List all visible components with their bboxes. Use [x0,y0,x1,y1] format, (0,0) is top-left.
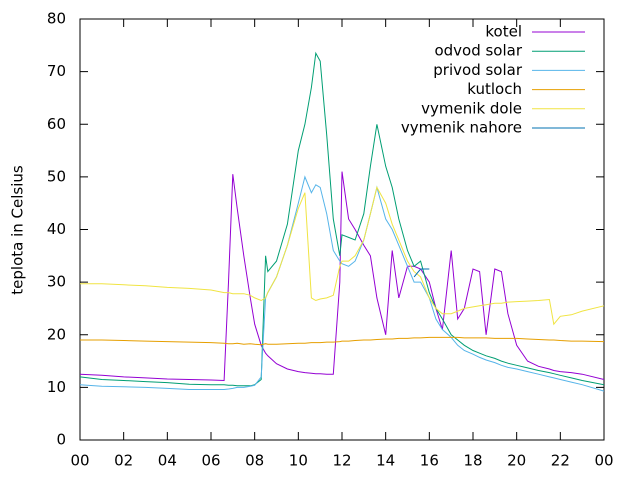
series-line [79,171,605,382]
series-line [80,186,605,326]
x-tick-label: 22 [551,452,570,470]
legend-label: kutloch [467,80,522,98]
series-line [79,175,605,392]
x-tick-label: 18 [463,452,482,470]
x-tick-label: 04 [158,452,177,470]
legend-label: kotel [485,23,522,41]
x-tick-label: 06 [201,452,220,470]
x-tick-label: 08 [245,452,264,470]
y-tick-label: 50 [47,167,66,185]
series-line [80,336,605,346]
legend-label: odvod solar [434,42,522,60]
y-tick-label: 30 [47,273,66,291]
x-tick-label: 00 [70,452,89,470]
series-line [79,51,605,387]
y-tick-label: 80 [47,10,66,28]
y-tick-label: 60 [47,115,66,133]
x-tick-label: 20 [507,452,526,470]
legend-label: vymenik dole [421,99,522,117]
series-line [413,268,430,278]
y-tick-label: 40 [47,220,66,238]
x-tick-label: 02 [114,452,133,470]
y-tick-label: 20 [47,325,66,343]
x-tick-label: 16 [420,452,439,470]
x-tick-label: 14 [376,452,395,470]
y-tick-label: 0 [56,431,66,449]
y-tick-label: 70 [47,62,66,80]
y-tick-label: 10 [47,378,66,396]
x-tick-label: 12 [332,452,351,470]
x-tick-label: 00 [594,452,613,470]
plot-frame [79,18,605,441]
y-axis-label: teplota in Celsius [9,165,27,295]
legend-label: privod solar [433,61,523,79]
legend-label: vymenik nahore [401,119,522,137]
x-tick-label: 10 [289,452,308,470]
